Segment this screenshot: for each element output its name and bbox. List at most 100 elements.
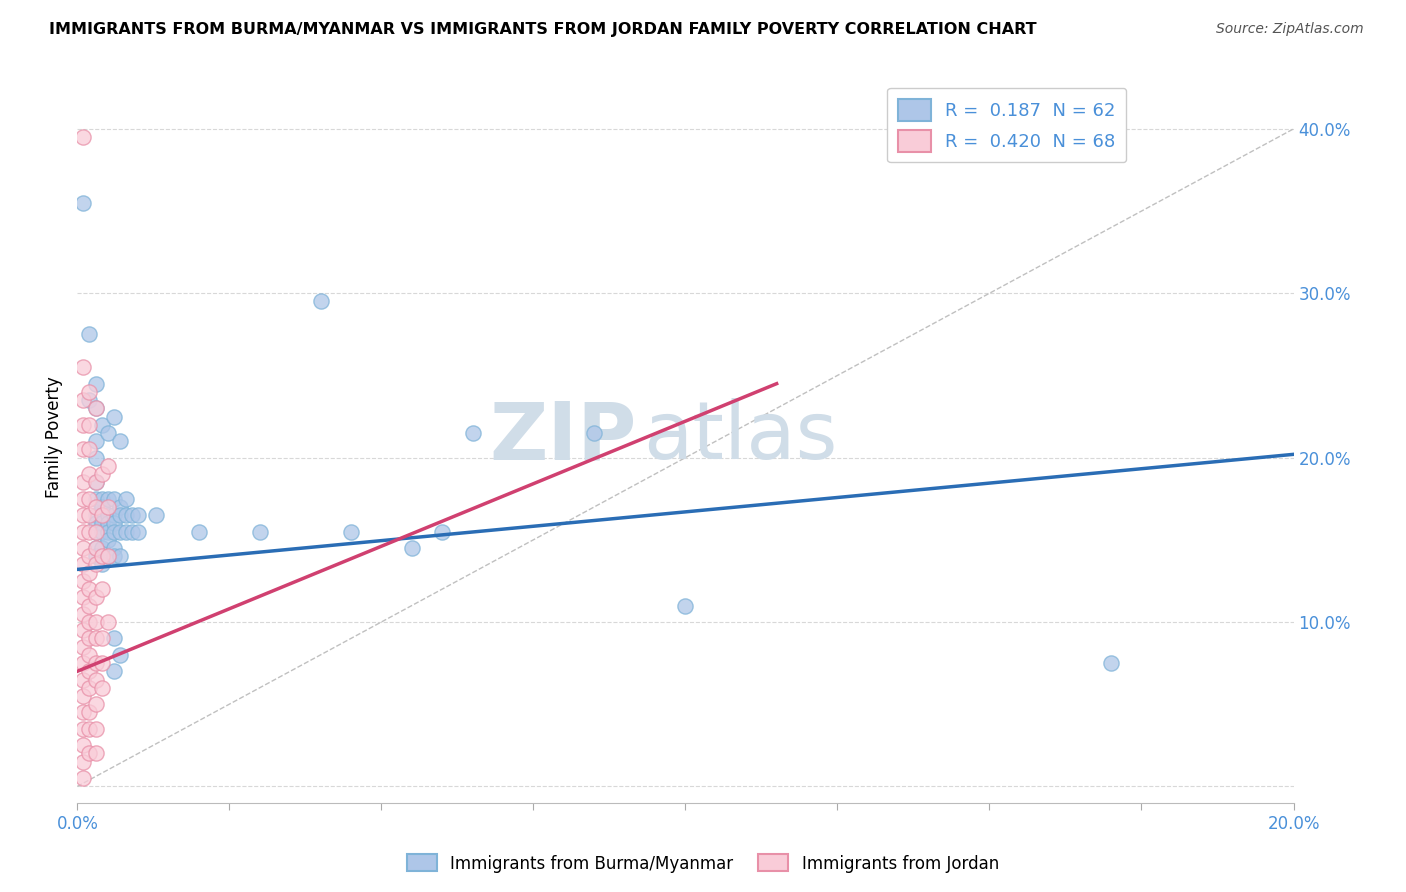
Point <box>108 508 131 523</box>
Point <box>461 425 484 440</box>
Point <box>115 491 138 506</box>
Point <box>108 648 131 662</box>
Point <box>72 755 94 769</box>
Point <box>90 491 112 506</box>
Point <box>103 632 125 646</box>
Point <box>90 508 112 523</box>
Point <box>1099 656 1122 670</box>
Point <box>84 500 107 514</box>
Point <box>103 409 125 424</box>
Y-axis label: Family Poverty: Family Poverty <box>45 376 63 498</box>
Point <box>430 524 453 539</box>
Point <box>79 706 101 720</box>
Point <box>103 491 125 506</box>
Point <box>84 434 107 449</box>
Point <box>90 417 112 432</box>
Point <box>72 508 94 523</box>
Point <box>90 541 112 555</box>
Point <box>583 425 606 440</box>
Point <box>108 549 131 564</box>
Point <box>79 681 101 695</box>
Point <box>90 632 112 646</box>
Point <box>84 541 107 555</box>
Point <box>72 442 94 457</box>
Point <box>72 656 94 670</box>
Point <box>79 665 101 679</box>
Point <box>90 508 112 523</box>
Point <box>145 508 167 523</box>
Point <box>79 566 101 580</box>
Point <box>103 549 125 564</box>
Point <box>72 558 94 572</box>
Point <box>90 467 112 481</box>
Point <box>84 450 107 465</box>
Point <box>90 500 112 514</box>
Point <box>72 624 94 638</box>
Point <box>79 442 101 457</box>
Point <box>84 722 107 736</box>
Point <box>103 516 125 531</box>
Point <box>84 541 107 555</box>
Point <box>675 599 697 613</box>
Point <box>79 524 101 539</box>
Point <box>309 294 332 309</box>
Point <box>72 739 94 753</box>
Point <box>84 524 107 539</box>
Point <box>90 558 112 572</box>
Point <box>84 516 107 531</box>
Point <box>79 747 101 761</box>
Point <box>84 549 107 564</box>
Point <box>97 549 120 564</box>
Point <box>340 524 363 539</box>
Point <box>79 615 101 629</box>
Point <box>79 327 101 342</box>
Point <box>103 524 125 539</box>
Point <box>97 516 120 531</box>
Point <box>249 524 271 539</box>
Point <box>84 475 107 490</box>
Point <box>72 195 94 210</box>
Point <box>84 508 107 523</box>
Point <box>84 747 107 761</box>
Point <box>72 524 94 539</box>
Point <box>72 475 94 490</box>
Point <box>103 508 125 523</box>
Point <box>97 524 120 539</box>
Text: atlas: atlas <box>643 398 837 476</box>
Point <box>79 648 101 662</box>
Point <box>401 541 423 555</box>
Point <box>121 508 143 523</box>
Point <box>72 607 94 621</box>
Point <box>84 401 107 416</box>
Point <box>72 130 94 145</box>
Point <box>72 360 94 375</box>
Point <box>72 417 94 432</box>
Point <box>72 591 94 605</box>
Legend: R =  0.187  N = 62, R =  0.420  N = 68: R = 0.187 N = 62, R = 0.420 N = 68 <box>887 87 1126 162</box>
Point <box>90 524 112 539</box>
Point <box>97 425 120 440</box>
Point <box>108 500 131 514</box>
Point <box>79 467 101 481</box>
Point <box>127 524 149 539</box>
Point <box>72 706 94 720</box>
Point <box>90 516 112 531</box>
Legend: Immigrants from Burma/Myanmar, Immigrants from Jordan: Immigrants from Burma/Myanmar, Immigrant… <box>401 847 1005 880</box>
Point <box>84 558 107 572</box>
Point <box>97 458 120 473</box>
Point <box>72 640 94 654</box>
Point <box>97 491 120 506</box>
Point <box>108 434 131 449</box>
Point <box>79 599 101 613</box>
Point <box>72 574 94 588</box>
Point <box>97 500 120 514</box>
Point <box>84 376 107 391</box>
Point <box>97 533 120 547</box>
Point <box>97 549 120 564</box>
Point <box>72 541 94 555</box>
Point <box>79 508 101 523</box>
Point <box>72 673 94 687</box>
Point <box>103 541 125 555</box>
Point <box>103 665 125 679</box>
Point <box>84 673 107 687</box>
